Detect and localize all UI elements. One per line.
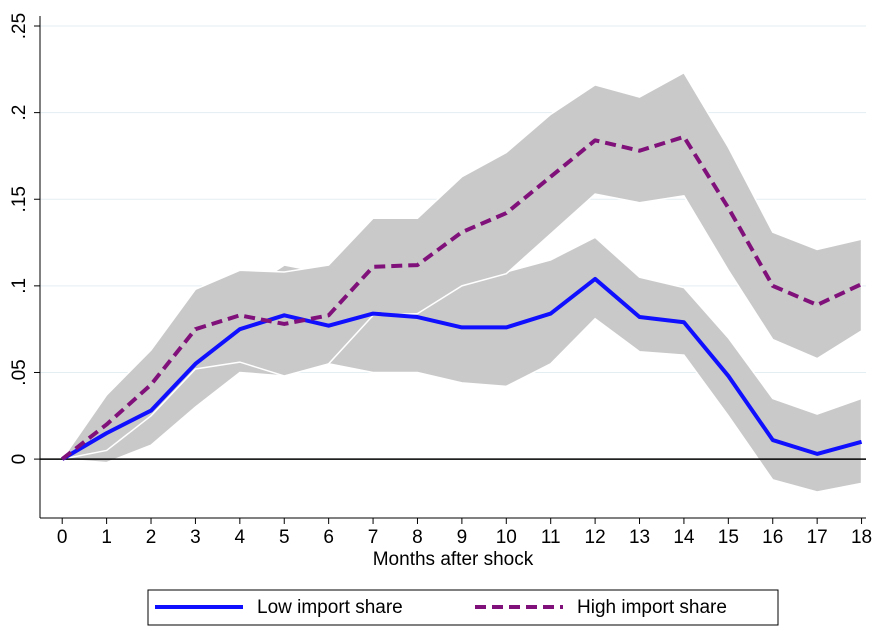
x-tick-label: 6: [323, 527, 334, 548]
x-tick-label: 3: [190, 527, 201, 548]
x-tick-label: 18: [851, 527, 872, 548]
legend-label: High import share: [577, 597, 727, 618]
y-tick-label: .2: [9, 105, 30, 121]
y-tick-label: .15: [9, 186, 30, 212]
x-tick-label: 0: [57, 527, 68, 548]
x-tick-label: 10: [496, 527, 517, 548]
x-tick-label: 11: [541, 527, 561, 548]
x-tick-label: 17: [807, 527, 828, 548]
x-tick-label: 16: [762, 527, 783, 548]
legend-label: Low import share: [257, 597, 403, 618]
series-line: [61, 276, 863, 461]
x-axis-label: Months after shock: [373, 549, 534, 570]
x-tick-label: 4: [235, 527, 246, 548]
x-tick-label: 1: [101, 527, 112, 548]
x-tick-label: 12: [585, 527, 606, 548]
x-tick-label: 15: [718, 527, 739, 548]
x-tick-label: 9: [457, 527, 468, 548]
x-tick-label: 13: [629, 527, 650, 548]
x-tick-label: 2: [146, 527, 157, 548]
x-tick-label: 5: [279, 527, 290, 548]
y-tick-label: .25: [9, 13, 30, 39]
legend-box: [147, 589, 779, 626]
confidence-band: [60, 71, 863, 461]
x-tick-label: 14: [673, 527, 695, 548]
y-tick-label: .1: [9, 278, 30, 294]
series-line: [60, 134, 863, 461]
y-tick-label: 0: [9, 454, 30, 465]
y-tick-label: .05: [9, 359, 30, 385]
x-tick-label: 7: [368, 527, 379, 548]
x-tick-label: 8: [412, 527, 423, 548]
